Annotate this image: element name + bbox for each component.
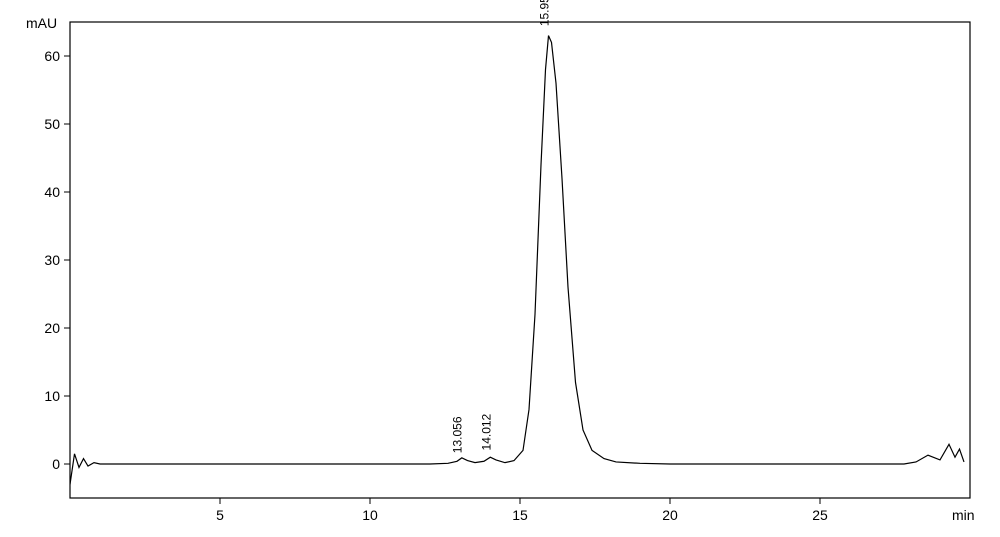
x-tick-label: 15 (512, 507, 528, 523)
y-axis-label: mAU (26, 15, 57, 31)
peak-label: 15.954 (538, 0, 552, 26)
x-tick-label: 20 (662, 507, 678, 523)
chromatogram-svg: 5 10 15 20 25 min 0 10 20 30 40 50 60 mAU 13.056 14.012… (0, 0, 1000, 537)
y-tick-label: 10 (44, 388, 60, 404)
y-tick-label: 40 (44, 184, 60, 200)
x-axis-label: min (952, 507, 975, 523)
y-tick-label: 50 (44, 116, 60, 132)
chromatogram-trace (70, 36, 964, 485)
y-tick-label: 60 (44, 48, 60, 64)
peak-label: 13.056 (451, 416, 465, 453)
y-tick-label: 0 (52, 456, 60, 472)
x-tick-label: 5 (216, 507, 224, 523)
x-tick-label: 25 (812, 507, 828, 523)
x-tick-label: 10 (362, 507, 378, 523)
peak-label: 14.012 (479, 413, 493, 450)
y-tick-label: 30 (44, 252, 60, 268)
chromatogram-chart: 5 10 15 20 25 min 0 10 20 30 40 50 60 mAU 13.056 14.012… (0, 0, 1000, 537)
y-tick-label: 20 (44, 320, 60, 336)
plot-border (70, 22, 970, 498)
